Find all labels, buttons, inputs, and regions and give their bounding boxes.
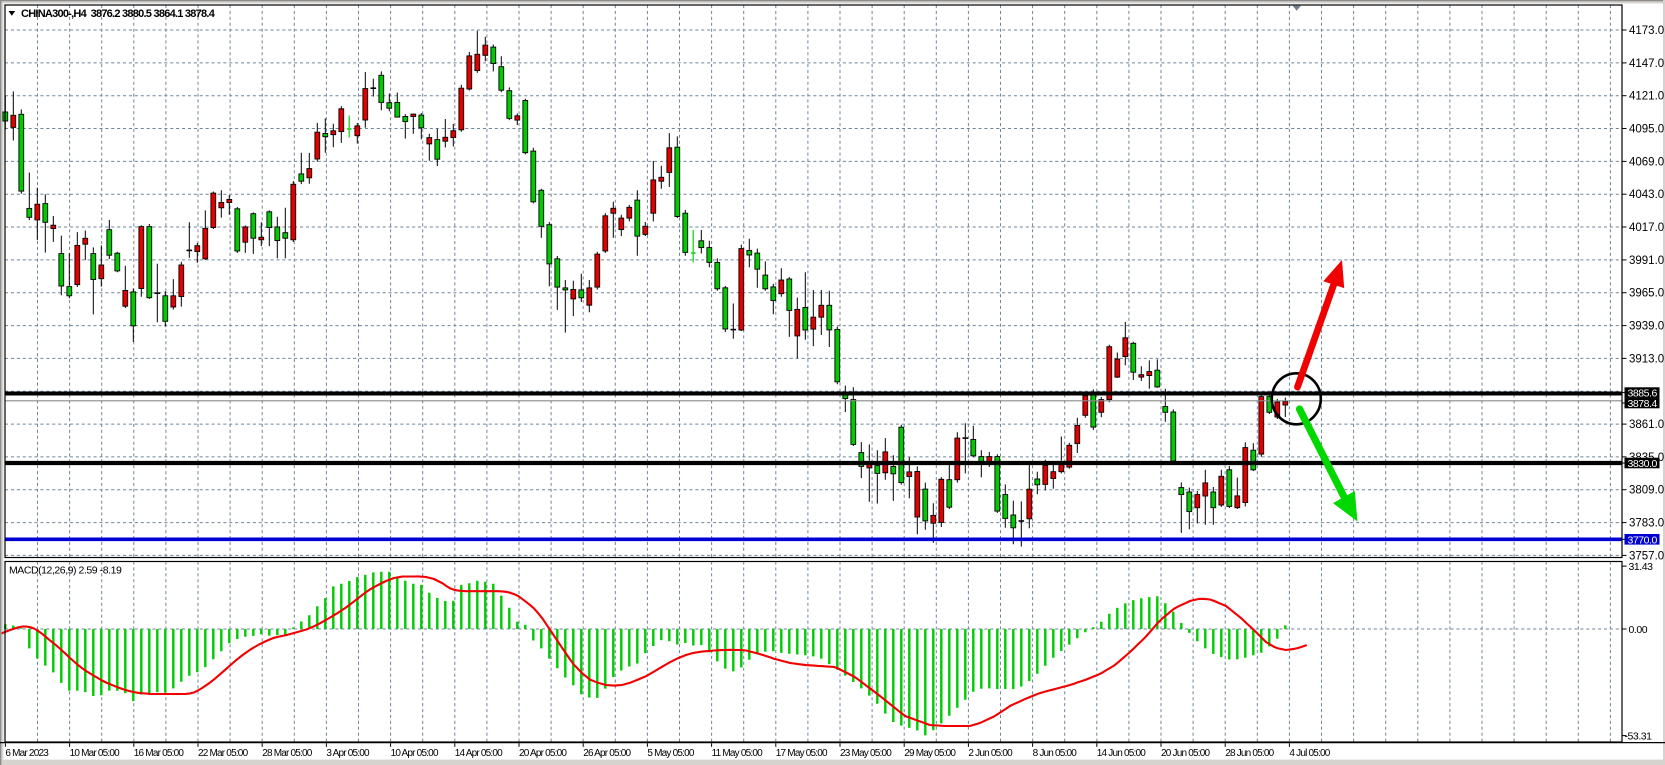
svg-text:14 Jun 05:00: 14 Jun 05:00: [1097, 748, 1146, 759]
svg-text:31.43: 31.43: [1629, 561, 1654, 573]
svg-text:3878.4: 3878.4: [1628, 398, 1658, 410]
svg-text:6 Mar 2023: 6 Mar 2023: [5, 748, 49, 759]
svg-text:3757.0: 3757.0: [1629, 550, 1664, 562]
svg-text:2 Jun 05:00: 2 Jun 05:00: [968, 748, 1013, 759]
svg-text:4147.0: 4147.0: [1629, 58, 1664, 70]
svg-text:28 Jun 05:00: 28 Jun 05:00: [1225, 748, 1274, 759]
svg-text:4 Jul 05:00: 4 Jul 05:00: [1289, 748, 1330, 759]
svg-text:3939.0: 3939.0: [1629, 321, 1664, 333]
svg-text:0.00: 0.00: [1629, 624, 1648, 636]
svg-text:3770.0: 3770.0: [1628, 534, 1658, 546]
svg-text:8 Jun 05:00: 8 Jun 05:00: [1033, 748, 1078, 759]
svg-text:3885.6: 3885.6: [1628, 388, 1658, 400]
svg-text:20 Apr 05:00: 20 Apr 05:00: [519, 748, 567, 759]
svg-text:10 Mar 05:00: 10 Mar 05:00: [70, 748, 121, 759]
svg-text:3809.0: 3809.0: [1629, 485, 1664, 497]
svg-text:3913.0: 3913.0: [1629, 353, 1664, 365]
svg-text:-53.31: -53.31: [1625, 730, 1653, 742]
svg-text:10 Apr 05:00: 10 Apr 05:00: [391, 748, 439, 759]
svg-text:3783.0: 3783.0: [1629, 518, 1664, 530]
svg-text:3830.0: 3830.0: [1628, 458, 1658, 470]
svg-text:4095.0: 4095.0: [1629, 124, 1664, 136]
svg-text:28 Mar 05:00: 28 Mar 05:00: [262, 748, 313, 759]
svg-text:29 May 05:00: 29 May 05:00: [904, 748, 956, 759]
svg-text:26 Apr 05:00: 26 Apr 05:00: [583, 748, 631, 759]
svg-text:22 Mar 05:00: 22 Mar 05:00: [198, 748, 249, 759]
svg-text:4017.0: 4017.0: [1629, 222, 1664, 234]
svg-text:3991.0: 3991.0: [1629, 255, 1664, 267]
svg-text:17 May 05:00: 17 May 05:00: [776, 748, 828, 759]
svg-text:16 Mar 05:00: 16 Mar 05:00: [134, 748, 185, 759]
svg-text:MACD(12,26,9) 2.59 -8.19: MACD(12,26,9) 2.59 -8.19: [9, 565, 122, 577]
svg-text:14 Apr 05:00: 14 Apr 05:00: [455, 748, 503, 759]
svg-text:23 May 05:00: 23 May 05:00: [840, 748, 892, 759]
svg-text:3 Apr 05:00: 3 Apr 05:00: [326, 748, 370, 759]
svg-text:3965.0: 3965.0: [1629, 288, 1664, 300]
svg-text:4121.0: 4121.0: [1629, 91, 1664, 103]
svg-text:3861.0: 3861.0: [1629, 419, 1664, 431]
svg-text:11 May 05:00: 11 May 05:00: [712, 748, 763, 759]
svg-text:4069.0: 4069.0: [1629, 156, 1664, 168]
svg-text:4173.0: 4173.0: [1629, 25, 1664, 37]
svg-text:CHINA300-,H4 3876.2 3880.5 38: CHINA300-,H4 3876.2 3880.5 3864.1 3878.4: [21, 8, 216, 20]
svg-text:20 Jun 05:00: 20 Jun 05:00: [1161, 748, 1210, 759]
svg-text:5 May 05:00: 5 May 05:00: [647, 748, 694, 759]
svg-text:4043.0: 4043.0: [1629, 189, 1664, 201]
